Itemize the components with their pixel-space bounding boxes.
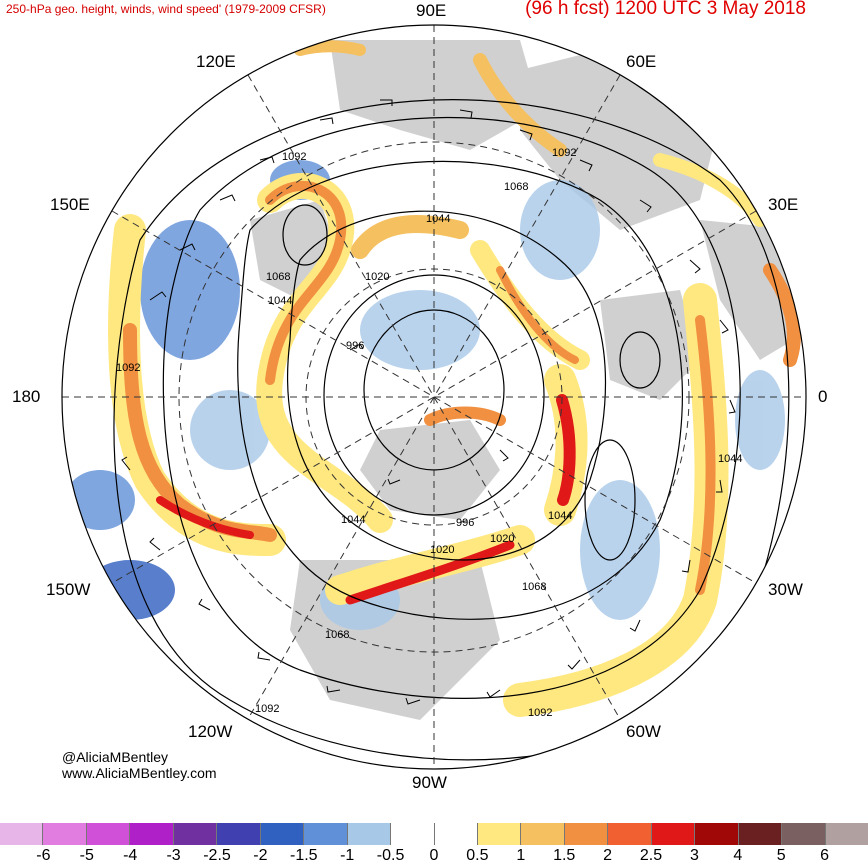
colorbar-swatch: [304, 823, 348, 845]
lon-label-120e: 120E: [196, 52, 236, 71]
lon-label-150e: 150E: [50, 195, 90, 214]
lon-label-60w: 60W: [626, 722, 661, 741]
colorbar-swatch: [130, 823, 174, 845]
author-website[interactable]: www.AliciaMBentley.com: [62, 765, 217, 781]
colorbar-swatch: [825, 823, 868, 845]
colorbar-swatch: [782, 823, 826, 845]
svg-text:1068: 1068: [504, 181, 528, 193]
svg-text:1092: 1092: [282, 151, 306, 163]
colorbar-ticks: -6 -5 -4 -3 -2.5 -2 -1.5 -1 -0.5 0 0.5 1 1.5 2 2.5 3 4 5 6: [0, 847, 868, 865]
lon-label-120w: 120W: [188, 722, 233, 741]
colorbar-tick-label: 2: [603, 847, 613, 864]
lon-label-90e: 90E: [416, 1, 447, 20]
colorbar-tick-label: 0: [429, 847, 439, 864]
colorbar-tick-label: 0.5: [466, 847, 489, 864]
lon-label-30e: 30E: [768, 195, 799, 214]
svg-text:1020: 1020: [365, 271, 389, 283]
svg-text:1044: 1044: [548, 510, 572, 522]
lon-label-180: 180: [12, 387, 41, 406]
map-boundary: [61, 24, 807, 770]
positive-anomaly-shading: [108, 40, 801, 717]
colorbar-tick-label: -1: [340, 847, 355, 864]
svg-text:1068: 1068: [522, 581, 546, 593]
colorbar-tick-label: -3: [166, 847, 181, 864]
colorbar-swatch: [0, 823, 44, 845]
colorbar: [0, 823, 868, 845]
svg-text:1020: 1020: [490, 533, 514, 545]
colorbar-swatch: [477, 823, 522, 845]
svg-text:996: 996: [456, 517, 474, 529]
colorbar-tick-label: 1: [516, 847, 526, 864]
contour-value-labels: 1092 1068 1044 1020 996 1044 1068 1092 1…: [116, 147, 742, 719]
colorbar-tick-label: 3: [689, 847, 699, 864]
colorbar-swatch: [564, 823, 609, 845]
colorbar-tick-label: -0.5: [376, 847, 405, 864]
svg-text:1092: 1092: [528, 707, 552, 719]
svg-text:1044: 1044: [341, 514, 365, 526]
svg-text:1068: 1068: [325, 629, 349, 641]
lon-label-0: 0: [818, 387, 828, 406]
colorbar-tick-label: 4: [733, 847, 743, 864]
colorbar-tick-label: -2.5: [203, 847, 231, 864]
svg-text:1044: 1044: [426, 213, 450, 225]
colorbar-swatch: [86, 823, 131, 845]
colorbar-swatch: [608, 823, 652, 845]
wind-barbs: [121, 99, 736, 705]
forecast-time: (96 h fcst) 1200 UTC 3 May 2018: [525, 0, 806, 19]
colorbar-tick-label: -4: [123, 847, 138, 864]
colorbar-swatch: [173, 823, 218, 845]
svg-text:1092: 1092: [116, 362, 140, 374]
colorbar-tick-label: -1.5: [290, 847, 318, 864]
colorbar-tick-label: 5: [776, 847, 786, 864]
colorbar-tick-label: -5: [79, 847, 94, 864]
svg-text:1044: 1044: [718, 453, 742, 465]
svg-text:1092: 1092: [255, 703, 279, 715]
colorbar-tick-label: 1.5: [553, 847, 576, 864]
colorbar-swatch: [434, 823, 478, 845]
svg-text:1020: 1020: [430, 544, 454, 556]
svg-text:1044: 1044: [268, 295, 292, 307]
colorbar-swatch: [695, 823, 739, 845]
colorbar-swatch: [651, 823, 696, 845]
colorbar-swatch: [738, 823, 783, 845]
lon-label-60e: 60E: [626, 52, 657, 71]
svg-text:996: 996: [346, 340, 364, 352]
colorbar-tick-label: -6: [36, 847, 51, 864]
polar-map: 1092 1068 1044 1020 996 1044 1068 1092 1…: [61, 24, 807, 770]
colorbar-swatch: [391, 823, 435, 845]
colorbar-tick-label: 2.5: [639, 847, 663, 864]
map-title: 250-hPa geo. height, winds, wind speed' …: [6, 2, 326, 16]
colorbar-swatch: [347, 823, 392, 845]
colorbar-tick-label: 6: [820, 847, 830, 864]
svg-text:1092: 1092: [552, 147, 576, 159]
colorbar-swatch: [521, 823, 565, 845]
lon-label-30w: 30W: [768, 580, 803, 599]
lon-label-90w: 90W: [412, 773, 447, 792]
colorbar-swatch: [217, 823, 261, 845]
colorbar-swatch: [43, 823, 87, 845]
author-handle: @AliciaMBentley: [62, 749, 169, 765]
graticule: [62, 25, 806, 769]
lon-label-150w: 150W: [46, 580, 91, 599]
colorbar-tick-label: -2: [253, 847, 268, 864]
colorbar-swatch: [260, 823, 305, 845]
svg-text:1068: 1068: [266, 271, 290, 283]
